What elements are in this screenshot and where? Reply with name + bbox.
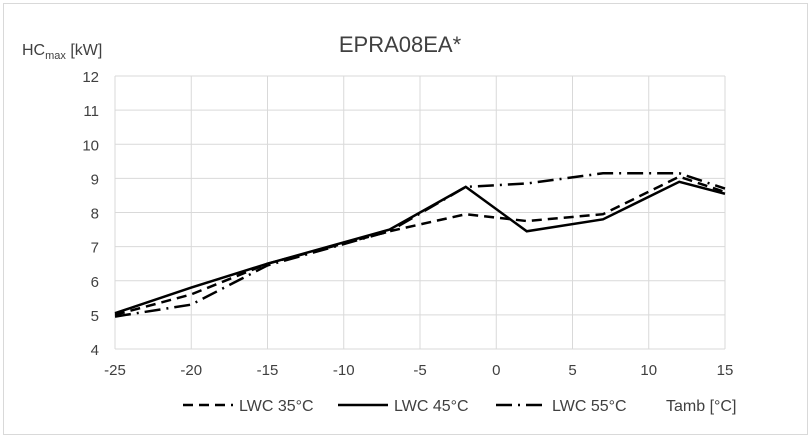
chart-frame	[3, 3, 808, 435]
y-tick-label: 12	[82, 69, 99, 86]
y-tick-label: 10	[82, 137, 99, 154]
x-tick-label: 10	[640, 362, 657, 379]
x-tick-label: 15	[717, 362, 734, 379]
y-tick-label: 7	[91, 240, 99, 257]
y-tick-label: 4	[91, 342, 99, 359]
y-tick-label: 11	[83, 103, 99, 120]
y-axis-label: HCmax [kW]	[22, 42, 102, 62]
series-line-lwc-45-c	[114, 180, 726, 315]
x-tick-label: -5	[413, 362, 426, 379]
x-tick-label: -10	[333, 362, 355, 379]
legend-label: LWC 55°C	[552, 398, 627, 415]
legend-label: LWC 45°C	[394, 398, 469, 415]
x-tick-label: -25	[104, 362, 126, 379]
y-tick-label: 8	[91, 206, 99, 223]
x-tick-label: 5	[568, 362, 576, 379]
x-tick-label: -20	[180, 362, 202, 379]
x-tick-label: 0	[492, 362, 500, 379]
legend-label: LWC 35°C	[239, 398, 314, 415]
series-line-lwc-35-c	[114, 175, 726, 317]
x-tick-label: -15	[257, 362, 279, 379]
y-tick-label: 5	[91, 308, 99, 325]
y-tick-label: 9	[91, 171, 99, 188]
y-tick-label: 6	[91, 274, 99, 291]
series-line-lwc-55-c	[114, 172, 726, 318]
x-axis-label: Tamb [°C]	[666, 398, 736, 415]
chart-title: EPRA08EA*	[339, 32, 462, 57]
